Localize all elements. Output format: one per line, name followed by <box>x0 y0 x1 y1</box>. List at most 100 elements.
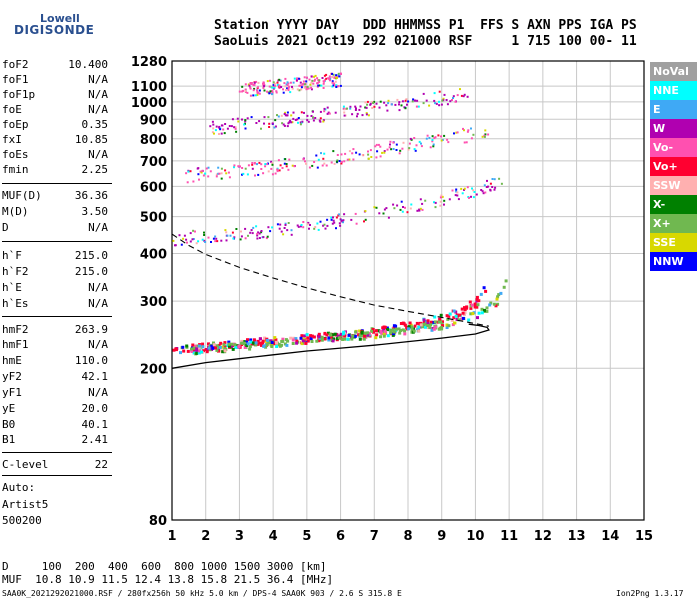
echo-pixel <box>227 340 231 344</box>
echo-pixel <box>253 87 256 90</box>
echo-pixel <box>305 162 307 165</box>
echo-pixel <box>340 161 343 163</box>
echo-pixel <box>187 170 190 173</box>
echo-pixel <box>375 206 378 209</box>
echo-pixel <box>309 337 313 341</box>
echo-pixel <box>412 329 416 333</box>
echo-pixel <box>439 200 442 203</box>
echo-pixel <box>254 174 256 177</box>
param-name: yE <box>2 402 16 415</box>
echo-pixel <box>354 330 358 334</box>
param-name: foE <box>2 103 22 116</box>
echo-pixel <box>245 344 249 347</box>
echo-pixel <box>272 83 275 86</box>
echo-pixel <box>247 83 250 86</box>
echo-pixel <box>359 105 362 108</box>
echo-pixel <box>366 333 370 337</box>
divider <box>2 241 112 242</box>
echo-pixel <box>186 241 188 244</box>
echo-pixel <box>323 162 326 165</box>
echo-pixel <box>415 105 418 108</box>
echo-pixel <box>452 95 455 98</box>
echo-pixel <box>257 91 260 94</box>
echo-pixel <box>212 237 215 240</box>
echo-pixel <box>212 341 215 345</box>
echo-pixel <box>219 341 223 345</box>
echo-pixel <box>343 337 347 341</box>
echo-pixel <box>227 344 231 348</box>
echo-pixel <box>317 339 321 343</box>
echo-pixel <box>484 129 487 132</box>
echo-pixel <box>502 285 506 289</box>
param-row: yF1 N/A <box>2 386 108 400</box>
muf-row: MUF 10.8 10.9 11.5 12.4 13.8 15.8 21.5 3… <box>2 573 334 586</box>
echo-pixel <box>338 160 341 162</box>
echo-pixel <box>371 100 374 103</box>
echo-pixel <box>263 122 265 125</box>
echo-pixel <box>263 116 266 119</box>
echo-pixel <box>408 147 411 150</box>
echo-pixel <box>438 318 442 321</box>
x-tick-label: 3 <box>235 529 244 544</box>
echo-pixel <box>475 295 479 299</box>
echo-pixel <box>244 167 247 170</box>
param-row: h`Es N/A <box>2 297 108 311</box>
echo-pixel <box>484 289 488 293</box>
echo-pixel <box>222 343 226 347</box>
echo-pixel <box>376 150 379 153</box>
echo-pixel <box>315 154 318 157</box>
echo-pixel <box>217 172 220 175</box>
echo-pixel <box>330 216 333 219</box>
echo-pixel <box>336 75 339 78</box>
echo-pixel <box>484 191 487 194</box>
plot-frame <box>171 60 645 521</box>
echo-pixel <box>312 116 315 119</box>
echo-pixel <box>422 318 426 322</box>
echo-pixel <box>180 243 183 246</box>
param-name: foEp <box>2 118 29 131</box>
echo-pixel <box>296 88 299 91</box>
echo-pixel <box>417 105 420 108</box>
echo-pixel <box>216 240 219 243</box>
echo-pixel <box>441 195 444 198</box>
echo-pixel <box>413 324 417 328</box>
echo-pixel <box>354 109 357 111</box>
echo-pixel <box>365 106 368 109</box>
echo-pixel <box>365 113 368 116</box>
echo-pixel <box>233 343 237 347</box>
echo-pixel <box>327 336 331 340</box>
echo-pixel <box>414 149 417 152</box>
echo-pixel <box>290 121 293 124</box>
x-tick-label: 12 <box>534 529 552 544</box>
echo-pixel <box>296 77 299 80</box>
y-tick-label: 400 <box>140 248 167 263</box>
echo-pixel <box>363 220 365 223</box>
echo-pixel <box>310 75 313 78</box>
x-tick-label: 2 <box>201 529 210 544</box>
echo-pixel <box>273 86 276 89</box>
echo-pixel <box>473 191 476 193</box>
echo-pixel <box>471 312 475 316</box>
param-name: M(D) <box>2 205 29 218</box>
echo-pixel <box>374 336 378 340</box>
echo-pixel <box>190 347 193 351</box>
echo-pixel <box>202 174 205 177</box>
echo-pixel <box>239 238 242 241</box>
echo-pixel <box>260 127 262 130</box>
echo-pixel <box>256 163 258 166</box>
echo-pixel <box>314 74 317 77</box>
echo-pixel <box>323 79 326 82</box>
echo-pixel <box>218 126 221 129</box>
echo-pixel <box>286 111 289 114</box>
echo-pixel <box>217 166 220 169</box>
echo-pixel <box>219 128 222 131</box>
echo-pixel <box>301 339 305 343</box>
param-row: hmF2 263.9 <box>2 323 108 337</box>
echo-pixel <box>399 322 403 325</box>
echo-pixel <box>189 232 192 235</box>
echo-pixel <box>440 139 443 142</box>
echo-pixel <box>271 89 274 92</box>
echo-pixel <box>206 348 210 352</box>
echo-pixel <box>182 237 185 240</box>
param-row: fxI 10.85 <box>2 133 108 147</box>
